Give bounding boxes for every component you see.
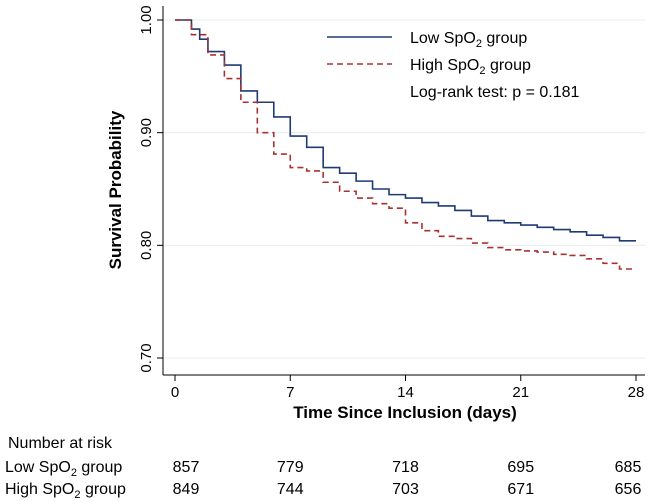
x-axis-label: Time Since Inclusion (days) xyxy=(293,403,517,422)
y-tick-label: 0.90 xyxy=(138,118,155,147)
log-rank-annotation: Log-rank test: p = 0.181 xyxy=(410,84,580,101)
risk-value: 857 xyxy=(173,459,200,476)
risk-value: 718 xyxy=(392,459,419,476)
risk-row-label-part: Low SpO xyxy=(5,459,71,476)
x-tick-label: 7 xyxy=(286,384,294,401)
y-axis-label: Survival Probability xyxy=(106,110,125,269)
risk-value: 703 xyxy=(392,481,419,498)
risk-row-label-part: group xyxy=(77,459,122,476)
risk-table-title: Number at risk xyxy=(8,435,113,452)
legend-label: Low SpO2 group xyxy=(410,30,527,50)
legend-label-part: group xyxy=(482,30,527,47)
risk-row-label-part: group xyxy=(81,481,126,498)
y-tick-label: 0.70 xyxy=(138,343,155,372)
risk-value: 656 xyxy=(615,481,642,498)
risk-row-label: Low SpO2 group xyxy=(5,459,122,479)
grid-lines xyxy=(163,19,645,359)
x-tick-label: 0 xyxy=(171,384,179,401)
y-tick-label: 1.00 xyxy=(138,5,155,34)
x-tick-label: 28 xyxy=(628,384,645,401)
legend-label-part: Low SpO xyxy=(410,30,476,47)
legend-label-part: 2 xyxy=(476,38,482,50)
risk-row-label-part: 2 xyxy=(74,489,80,501)
risk-value: 779 xyxy=(277,459,304,476)
legend-label-part: High SpO xyxy=(410,57,479,74)
risk-value: 671 xyxy=(507,481,534,498)
survival-curves xyxy=(175,19,636,270)
legend-label-part: 2 xyxy=(479,65,485,77)
x-tick-label: 21 xyxy=(512,384,529,401)
risk-row-label-part: 2 xyxy=(71,467,77,479)
risk-value: 685 xyxy=(615,459,642,476)
series-line-1 xyxy=(175,19,636,270)
risk-row-label-part: High SpO xyxy=(5,481,74,498)
risk-value: 695 xyxy=(507,459,534,476)
risk-value: 849 xyxy=(173,481,200,498)
axes: 0.70 0.80 0.90 1.00 0 7 14 21 28 xyxy=(138,5,645,401)
legend-label-part: group xyxy=(486,57,531,74)
x-tick-label: 14 xyxy=(397,384,414,401)
series-line-0 xyxy=(175,19,636,242)
risk-value: 744 xyxy=(277,481,304,498)
risk-row-label: High SpO2 group xyxy=(5,481,126,501)
legend-label: High SpO2 group xyxy=(410,57,531,77)
y-tick-label: 0.80 xyxy=(138,231,155,260)
